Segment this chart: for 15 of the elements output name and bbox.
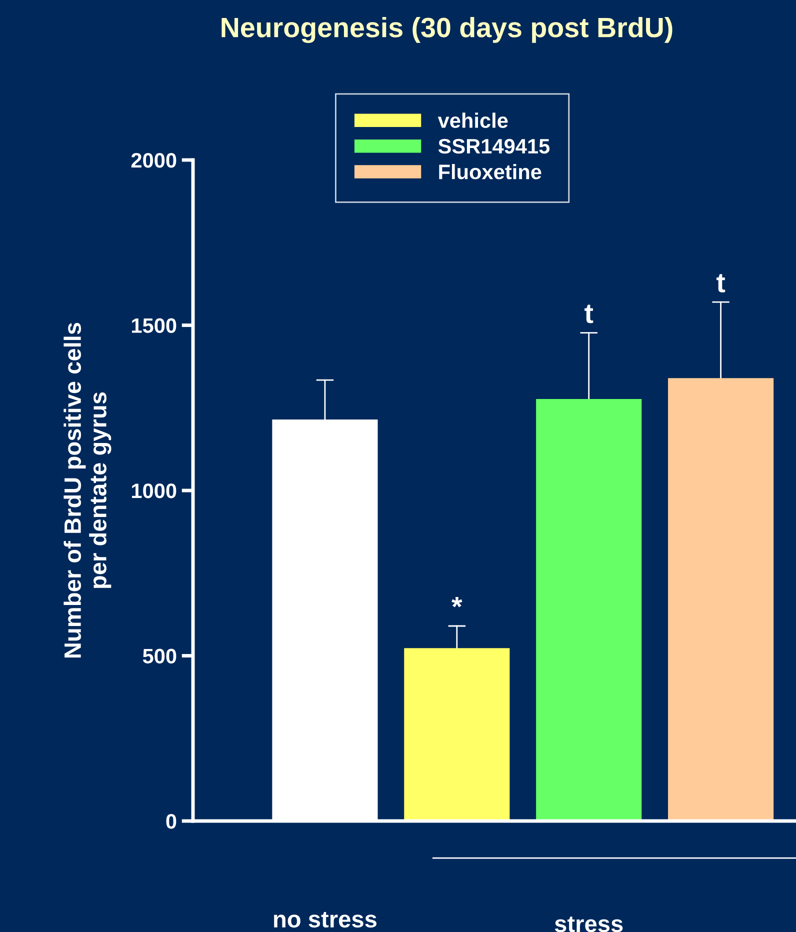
data-label: t xyxy=(584,304,594,324)
legend-label: vehicle xyxy=(438,112,508,128)
x-tick-label: stress xyxy=(554,916,623,932)
y-axis-title: Number of BrdU positive cells per dentate gyrus xyxy=(64,322,112,658)
y-tick-label: 500 xyxy=(142,648,176,664)
data-label: t xyxy=(716,274,726,292)
x-tick-label: no stress xyxy=(274,912,376,928)
chart-title: Neurogenesis (30 days post BrdU) xyxy=(222,16,672,44)
y-tick-label: 1500 xyxy=(132,318,176,334)
y-tick-label: 0 xyxy=(166,814,176,829)
data-label: * xyxy=(452,596,462,608)
y-tick-label: 1000 xyxy=(132,484,176,498)
y-tick-label: 2000 xyxy=(131,153,176,168)
legend-label: Fluoxetine xyxy=(439,164,542,180)
legend-label: SSR149415 xyxy=(438,138,550,154)
